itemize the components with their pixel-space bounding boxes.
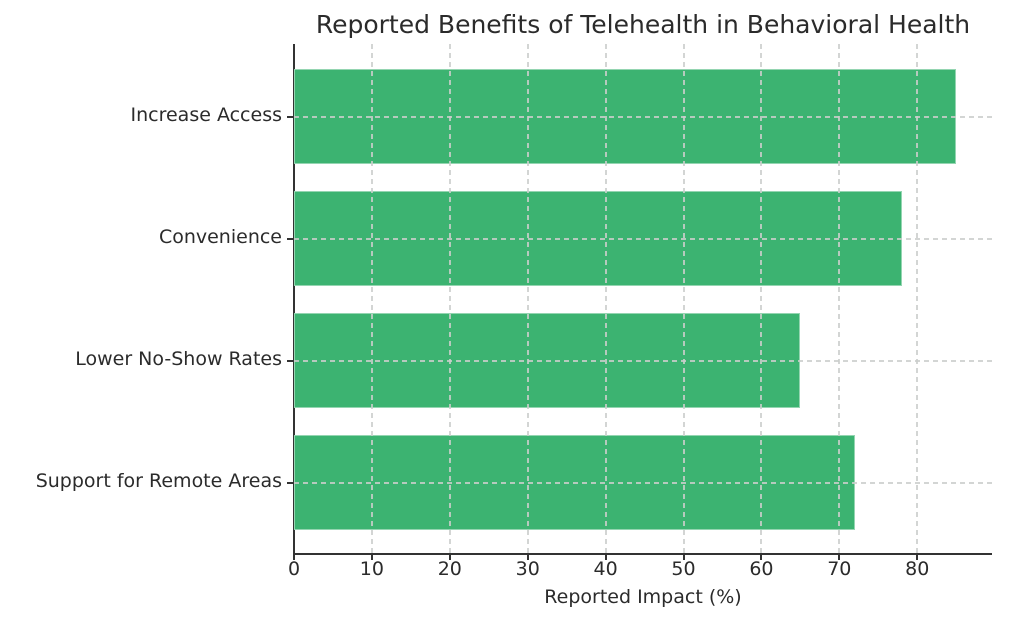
- horizontal-gridline: [294, 115, 992, 118]
- y-tick-mark: [287, 481, 293, 484]
- y-tick-label: Increase Access: [130, 103, 283, 126]
- x-tick-label: 40: [593, 558, 618, 580]
- x-tick-mark: [760, 555, 763, 560]
- y-tick-label: Convenience: [158, 225, 282, 248]
- vertical-gridline: [682, 44, 685, 553]
- horizontal-gridline: [294, 237, 992, 240]
- vertical-gridline: [448, 44, 451, 553]
- x-tick-label: 20: [437, 558, 462, 580]
- x-tick-mark: [448, 555, 451, 560]
- y-tick-mark: [287, 359, 293, 362]
- x-tick-mark: [838, 555, 841, 560]
- x-tick-label: 70: [827, 558, 852, 580]
- x-tick-label: 50: [671, 558, 696, 580]
- horizontal-gridline: [294, 481, 992, 484]
- y-tick-mark: [287, 115, 293, 118]
- vertical-gridline: [838, 44, 841, 553]
- vertical-gridline: [916, 44, 919, 553]
- plot-area: [294, 44, 992, 553]
- vertical-gridline: [526, 44, 529, 553]
- chart-title: Reported Benefits of Telehealth in Behav…: [315, 10, 971, 39]
- x-tick-mark: [293, 555, 295, 560]
- x-tick-label: 0: [287, 558, 301, 580]
- x-tick-label: 10: [359, 558, 384, 580]
- x-tick-mark: [682, 555, 685, 560]
- vertical-gridline: [760, 44, 763, 553]
- horizontal-gridline: [294, 359, 992, 362]
- x-tick-mark: [370, 555, 373, 560]
- y-axis-spine: [293, 44, 295, 555]
- x-tick-mark: [526, 555, 529, 560]
- y-tick-label: Support for Remote Areas: [35, 469, 282, 492]
- x-axis-title: Reported Impact (%): [544, 586, 742, 608]
- x-tick-label: 80: [905, 558, 930, 580]
- y-tick-label: Lower No-Show Rates: [75, 347, 282, 370]
- x-axis-spine: [293, 553, 992, 555]
- y-tick-mark: [287, 237, 293, 240]
- x-tick-label: 30: [515, 558, 540, 580]
- x-tick-mark: [916, 555, 919, 560]
- vertical-gridline: [370, 44, 373, 553]
- x-tick-label: 60: [749, 558, 774, 580]
- vertical-gridline: [604, 44, 607, 553]
- x-tick-mark: [604, 555, 607, 560]
